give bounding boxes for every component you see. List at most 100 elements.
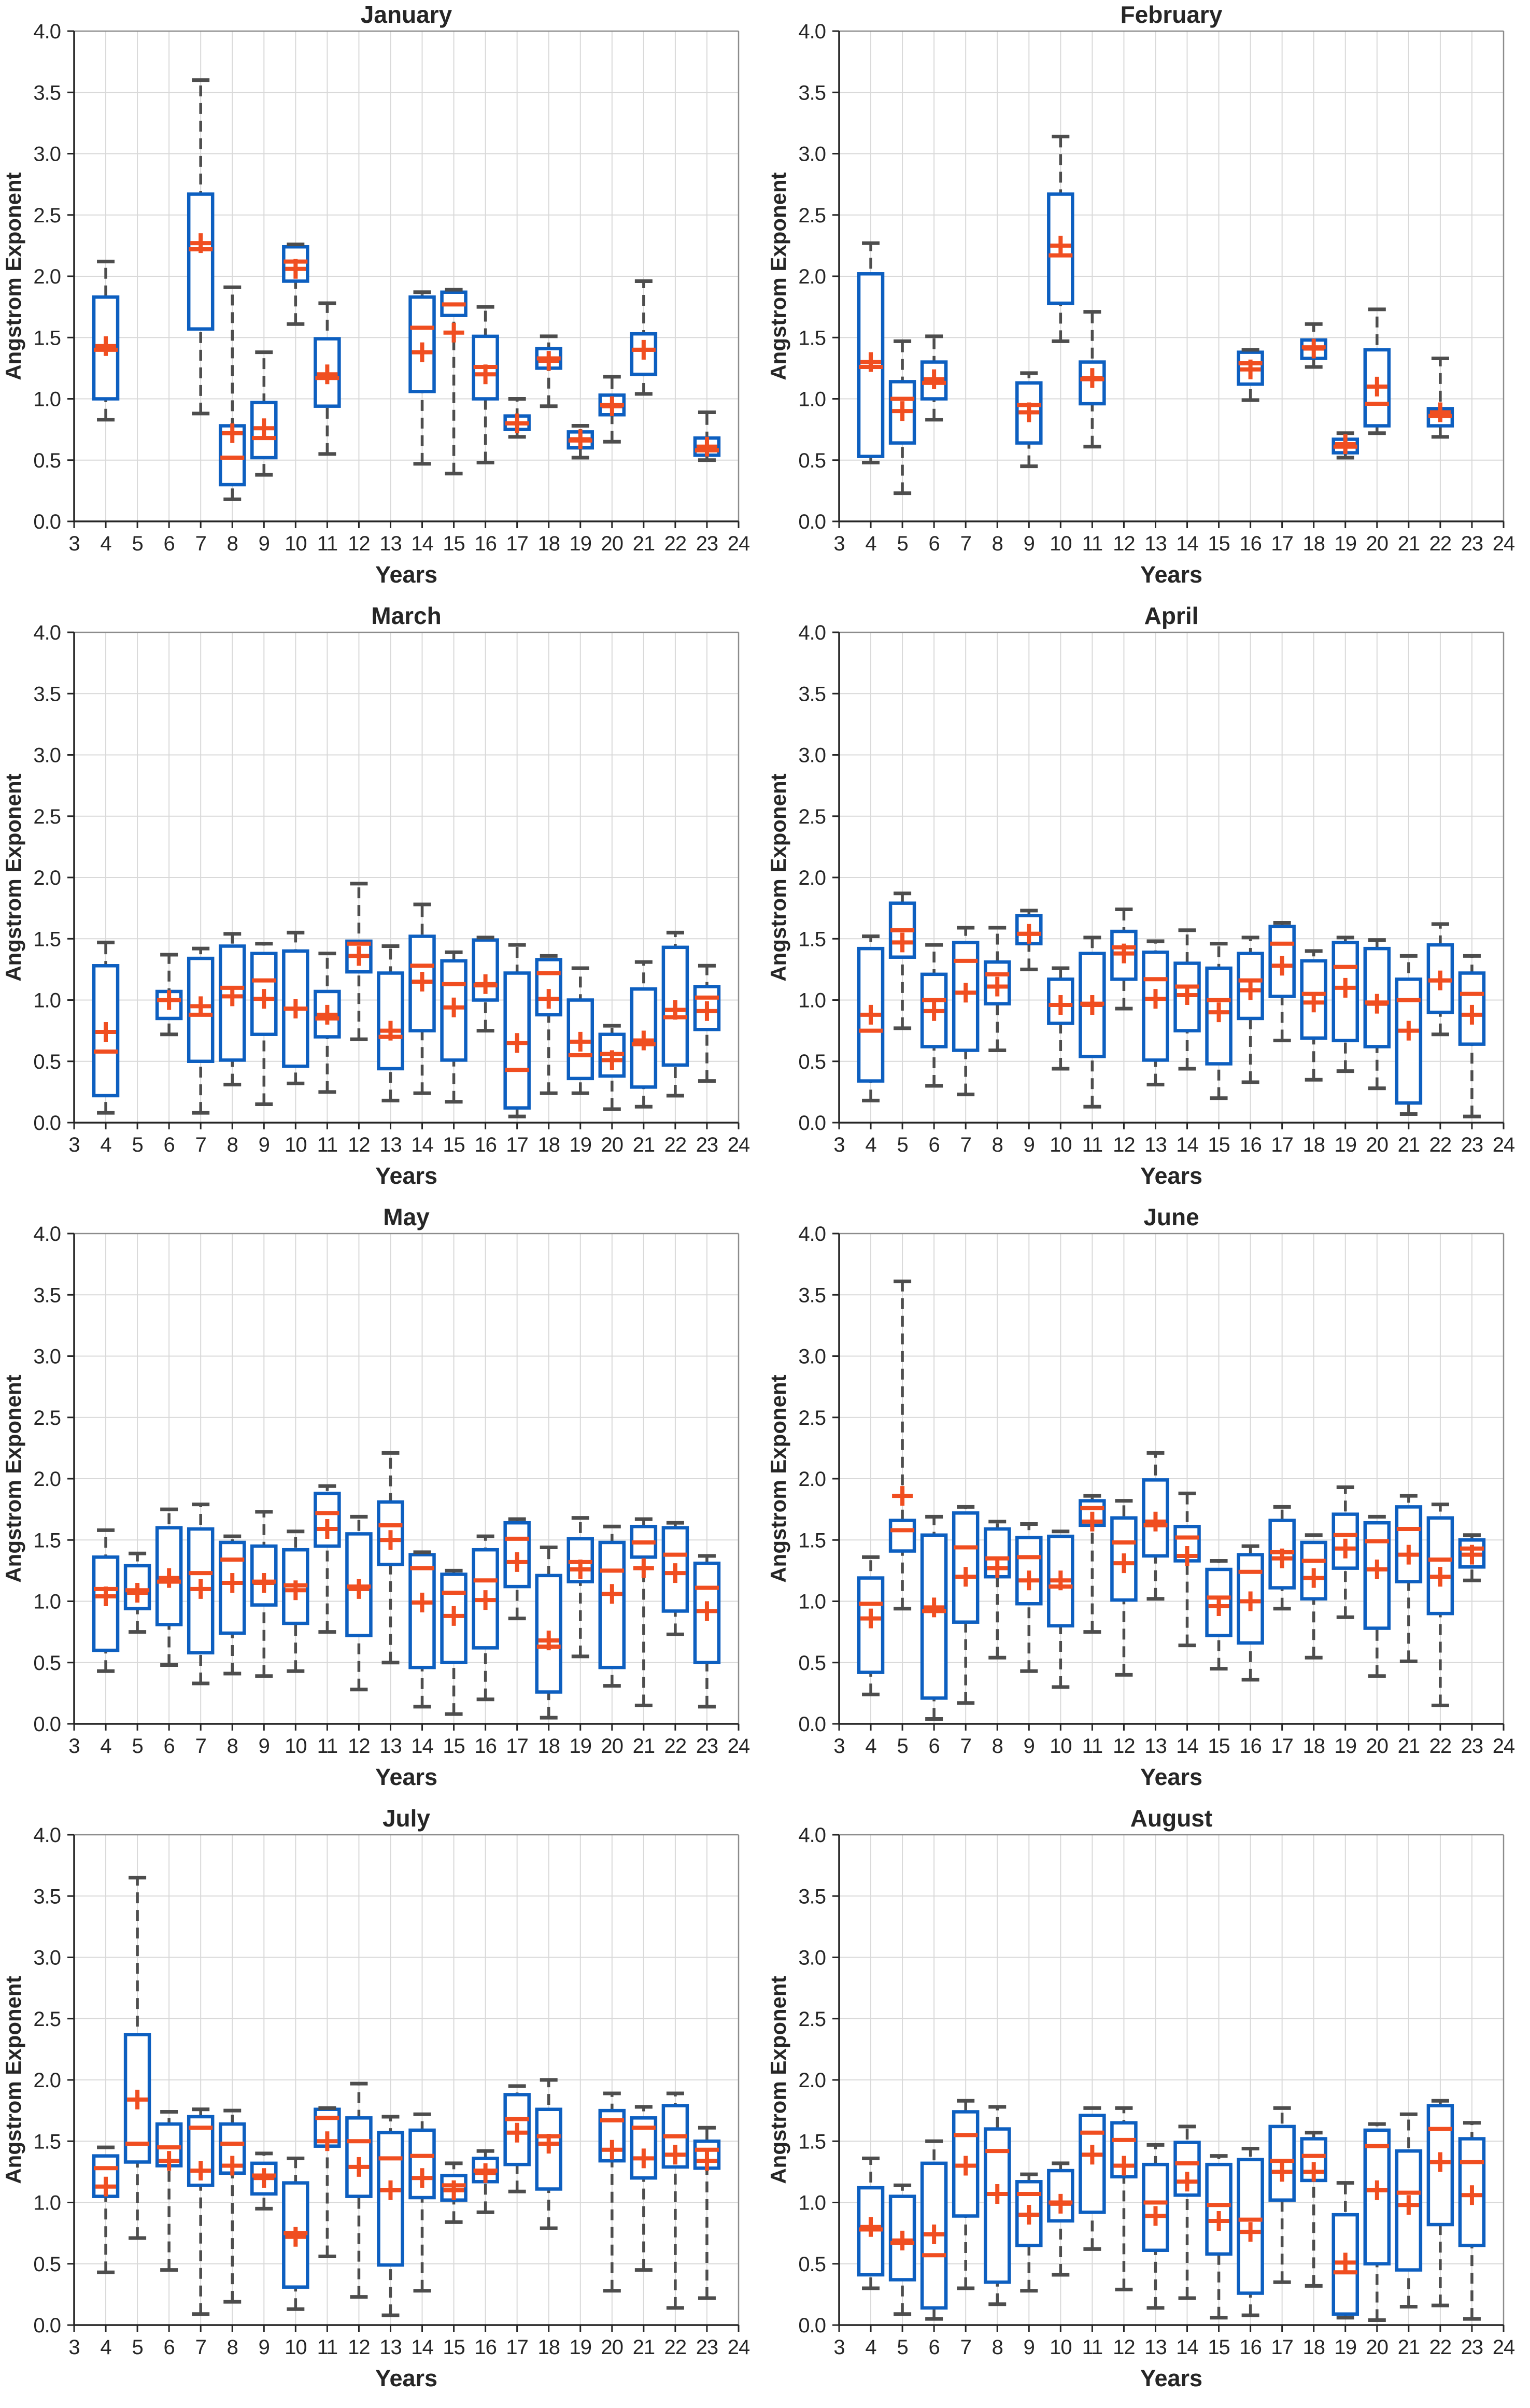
x-axis-label: Years	[375, 2365, 437, 2391]
x-tick-label-23: 23	[696, 1134, 718, 1156]
x-tick-label-20: 20	[1366, 1735, 1389, 1758]
boxes	[92, 1876, 721, 2317]
y-tick-label-2.0: 2.0	[798, 2069, 826, 2092]
tick-marks	[832, 631, 1505, 1129]
x-tick-label-15: 15	[443, 2336, 465, 2359]
x-tick-label-23: 23	[696, 1735, 718, 1758]
box-group-year-23	[693, 2126, 721, 2300]
y-tick-label-0.0: 0.0	[33, 1713, 61, 1736]
box-group-year-12	[345, 1514, 373, 1692]
y-tick-label-3.5: 3.5	[798, 1885, 826, 1908]
box-group-year-11	[1079, 310, 1106, 449]
box-group-year-15	[440, 288, 468, 476]
box-group-year-7	[952, 926, 980, 1097]
x-tick-label-24: 24	[728, 532, 750, 555]
y-tick-label-2.0: 2.0	[33, 265, 61, 288]
tick-marks	[67, 1834, 740, 2332]
box-group-year-4	[857, 2156, 885, 2290]
box-group-year-15	[1205, 942, 1232, 1100]
x-tick-label-21: 21	[1398, 2336, 1420, 2359]
x-tick-label-12: 12	[1113, 2336, 1135, 2359]
box-group-year-20	[1363, 307, 1391, 435]
box-group-year-4	[92, 2145, 120, 2274]
box-group-year-8	[983, 2105, 1011, 2306]
x-tick-label-18: 18	[537, 1134, 560, 1156]
tick-marks	[832, 1233, 1505, 1731]
x-tick-label-6: 6	[929, 1134, 940, 1156]
x-tick-label-5: 5	[897, 532, 908, 555]
subplot-july: 3 4 5 6 7 8 9 10 11 12 13 14 15 16 17 18 19 20 21 22 23 24 0.0…	[0, 1804, 765, 2405]
box-group-year-10	[1047, 134, 1074, 343]
axes-frame	[838, 1233, 1505, 1725]
chart-title-june: June	[1143, 1203, 1199, 1230]
box-group-year-20	[1363, 1514, 1391, 1678]
box-group-year-8	[218, 1534, 246, 1676]
box-group-year-6	[155, 953, 183, 1037]
x-tick-label-11: 11	[1082, 2336, 1103, 2359]
x-tick-label-11: 11	[317, 2336, 338, 2359]
x-tick-label-15: 15	[1208, 1134, 1230, 1156]
x-tick-label-21: 21	[633, 2336, 655, 2359]
iqr-box	[1110, 1516, 1138, 1602]
boxes	[857, 891, 1486, 1118]
x-tick-label-15: 15	[1208, 1735, 1230, 1758]
x-tick-label-10: 10	[285, 1134, 307, 1156]
y-tick-label-3.0: 3.0	[33, 1345, 61, 1368]
x-tick-label-5: 5	[897, 2336, 908, 2359]
box-group-year-19	[1331, 431, 1359, 460]
box-group-year-19	[566, 424, 594, 460]
x-tick-label-16: 16	[474, 532, 497, 555]
box-group-year-21	[1395, 954, 1423, 1116]
y-tick-labels: 0.0 0.5 1.0 1.5 2.0 2.5 3.0 3.5 4.0	[33, 1223, 61, 1736]
y-tick-label-0.5: 0.5	[798, 1652, 826, 1675]
box-group-year-18	[535, 1545, 562, 1720]
x-tick-label-10: 10	[285, 1735, 307, 1758]
x-tick-label-21: 21	[1398, 1134, 1420, 1156]
box-group-year-4	[857, 241, 885, 464]
box-group-year-14	[1173, 2124, 1201, 2300]
box-group-year-9	[1015, 371, 1043, 469]
y-tick-label-0.0: 0.0	[33, 2314, 61, 2337]
y-tick-label-1.5: 1.5	[798, 327, 826, 349]
box-group-year-14	[408, 2112, 436, 2293]
x-tick-label-5: 5	[897, 1134, 908, 1156]
boxplot-chart-july: 3 4 5 6 7 8 9 10 11 12 13 14 15 16 17 18 19 20 21 22 23 24 0.0…	[1, 1805, 750, 2391]
y-tick-label-4.0: 4.0	[33, 20, 61, 43]
iqr-box	[377, 971, 404, 1071]
x-tick-label-21: 21	[633, 532, 655, 555]
box-group-year-7	[187, 78, 215, 416]
axes-frame	[838, 631, 1505, 1124]
x-tick-label-4: 4	[865, 532, 876, 555]
subplot-may: 3 4 5 6 7 8 9 10 11 12 13 14 15 16 17 18 19 20 21 22 23 24 0.0…	[0, 1202, 765, 1804]
box-group-year-11	[314, 301, 341, 456]
y-tick-label-3.5: 3.5	[33, 81, 61, 104]
box-group-year-13	[377, 944, 404, 1102]
x-tick-label-8: 8	[227, 1134, 238, 1156]
x-tick-label-20: 20	[1366, 2336, 1389, 2359]
x-tick-label-3: 3	[833, 1735, 844, 1758]
box-group-year-16	[472, 2149, 499, 2214]
x-tick-label-22: 22	[664, 1134, 687, 1156]
box-group-year-22	[1426, 2099, 1454, 2307]
x-tick-label-21: 21	[633, 1134, 655, 1156]
box-group-year-20	[598, 375, 626, 444]
x-tick-label-24: 24	[728, 1134, 750, 1156]
x-tick-label-4: 4	[100, 2336, 111, 2359]
x-tick-label-14: 14	[411, 2336, 433, 2359]
x-tick-label-7: 7	[195, 1735, 206, 1758]
boxplot-chart-april: 3 4 5 6 7 8 9 10 11 12 13 14 15 16 17 18 19 20 21 22 23 24 0.0…	[766, 602, 1515, 1189]
boxplot-chart-june: 3 4 5 6 7 8 9 10 11 12 13 14 15 16 17 18 19 20 21 22 23 24 0.0…	[766, 1203, 1515, 1790]
y-tick-label-0.0: 0.0	[33, 1112, 61, 1135]
box-group-year-18	[535, 954, 562, 1095]
x-tick-label-19: 19	[570, 532, 592, 555]
box-group-year-13	[377, 1451, 404, 1665]
y-tick-label-0.5: 0.5	[33, 449, 61, 472]
box-group-year-16	[472, 1534, 499, 1702]
x-tick-label-8: 8	[992, 1134, 1003, 1156]
y-tick-label-4.0: 4.0	[33, 1223, 61, 1245]
y-tick-label-3.5: 3.5	[33, 1284, 61, 1307]
box-group-year-18	[1300, 949, 1327, 1082]
box-group-year-23	[1458, 954, 1486, 1118]
y-axis-label: Angstrom Exponent	[766, 1375, 790, 1582]
boxes	[92, 1451, 721, 1720]
